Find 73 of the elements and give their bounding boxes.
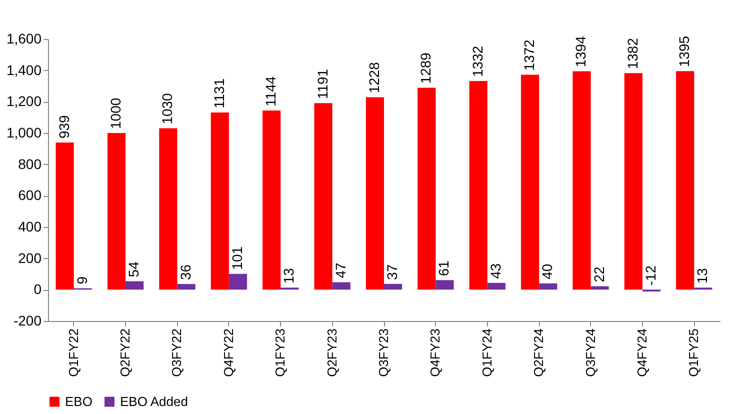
data-label: 43 [487,263,504,279]
data-label: 101 [228,246,245,270]
y-tick-label: 0 [34,281,42,298]
data-label: 1000 [107,98,124,129]
data-label: 1228 [366,62,382,94]
bar [126,281,144,290]
legend-label: EBO [65,394,92,409]
x-tick-label: Q4FY24 [634,328,650,377]
data-label: 1394 [572,36,589,68]
x-tick-label: Q2FY22 [118,328,133,377]
x-tick-label: Q2FY23 [324,328,340,377]
data-label: 1144 [262,76,279,106]
x-tick-label: Q2FY24 [531,328,546,377]
y-tick-label: -200 [13,312,42,328]
x-tick-label: Q3FY22 [169,328,184,377]
y-tick-label: 400 [18,218,42,234]
bar [520,74,540,290]
bar [469,80,488,290]
data-label: 1382 [624,38,640,70]
bar [314,103,332,290]
bar [228,274,248,290]
x-tick-label: Q1FY23 [272,328,288,377]
data-label: 1332 [469,46,486,77]
y-tick-label: 1,200 [6,93,42,110]
bar [590,286,609,290]
bar [418,88,436,290]
data-label: 1395 [676,36,692,68]
data-label: 61 [436,260,452,276]
y-tick-label: 1,600 [6,30,42,46]
bar [572,71,591,290]
x-tick-label: Q4FY23 [428,328,443,377]
bar [436,280,454,290]
x-tick-label: Q1FY25 [686,328,702,377]
data-label: 9 [74,276,90,284]
bar [159,128,178,290]
y-tick-label: 600 [18,187,42,204]
y-tick-label: 1,400 [6,62,42,78]
bar [676,71,694,290]
data-label: 47 [332,262,348,278]
legend-label: EBO Added [120,394,188,409]
bar [262,110,281,290]
data-label: 1131 [210,78,227,108]
bar [210,112,229,290]
y-tick-label: 200 [18,250,42,266]
x-tick-label: Q3FY24 [582,328,598,377]
x-tick-label: Q1FY22 [66,328,81,377]
data-label: -12 [642,265,659,286]
data-label: 37 [384,264,400,280]
bar [332,282,350,290]
x-tick-label: Q3FY23 [376,328,391,377]
bar [487,282,506,290]
bar [539,283,558,290]
bar [107,133,126,290]
data-label: 13 [694,268,710,284]
x-tick-label: Q4FY22 [220,328,236,377]
data-label: 54 [126,261,142,278]
data-label: 40 [539,264,556,280]
y-tick-label: 800 [18,156,42,172]
data-label: 1289 [418,52,434,84]
x-tick-label: Q1FY24 [479,328,494,377]
data-label: 1030 [159,92,176,124]
data-label: 939 [56,114,72,139]
bar [366,97,384,290]
y-tick-label: 1,000 [6,124,42,140]
data-label: 1372 [521,39,538,71]
data-label: 36 [177,264,194,280]
bar [177,284,196,290]
data-label: 13 [280,268,297,284]
bar [56,142,74,290]
data-label: 22 [590,266,607,282]
bar [384,284,402,290]
data-label: 1191 [314,68,330,100]
bar [624,73,642,290]
